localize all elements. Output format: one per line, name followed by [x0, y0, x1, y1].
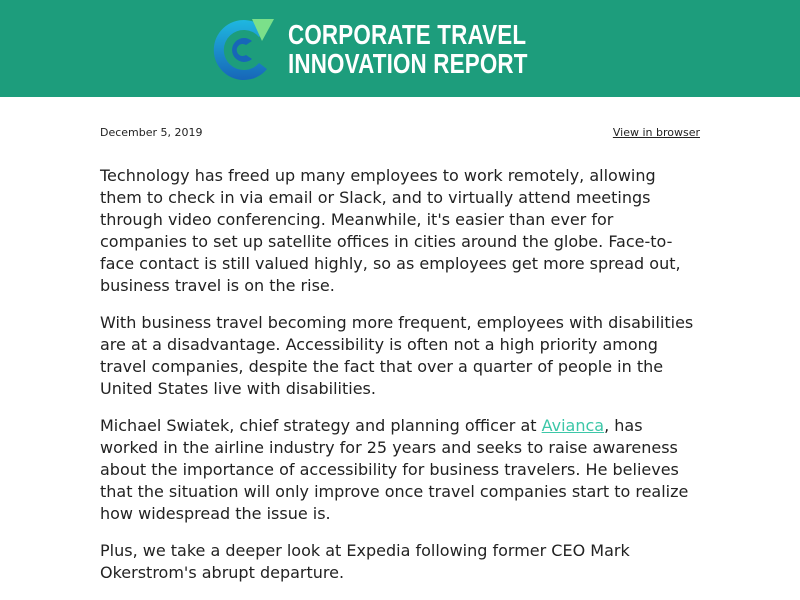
paragraph-2: With business travel becoming more frequ… — [100, 313, 694, 398]
brand-title: CORPORATE TRAVEL INNOVATION REPORT — [288, 20, 528, 78]
logo[interactable]: CORPORATE TRAVEL INNOVATION REPORT — [212, 13, 587, 85]
issue-date: December 5, 2019 — [100, 125, 203, 139]
avianca-link[interactable]: Avianca — [541, 416, 605, 435]
paragraph-4: Plus, we take a deeper look at Expedia f… — [100, 541, 630, 582]
paragraph-1: Technology has freed up many employees t… — [100, 166, 681, 295]
brand-title-line2: INNOVATION REPORT — [288, 47, 528, 79]
newsletter-header: CORPORATE TRAVEL INNOVATION REPORT — [0, 0, 800, 97]
brand-title-line1: CORPORATE TRAVEL — [288, 18, 527, 50]
paragraph-3-text-start: Michael Swiatek, chief strategy and plan… — [100, 416, 542, 435]
paragraph-3-text-end: , has worked in the airline industry for… — [100, 416, 689, 523]
meta-row: December 5, 2019 View in browser — [100, 125, 700, 139]
newsletter-content: December 5, 2019 View in browser Technol… — [100, 97, 700, 584]
view-in-browser-link[interactable]: View in browser — [612, 125, 700, 139]
article-body: Technology has freed up many employees t… — [100, 165, 700, 584]
c-arrow-logo-icon — [214, 18, 275, 80]
paragraph-3: Michael Swiatek, chief strategy and plan… — [100, 415, 700, 525]
